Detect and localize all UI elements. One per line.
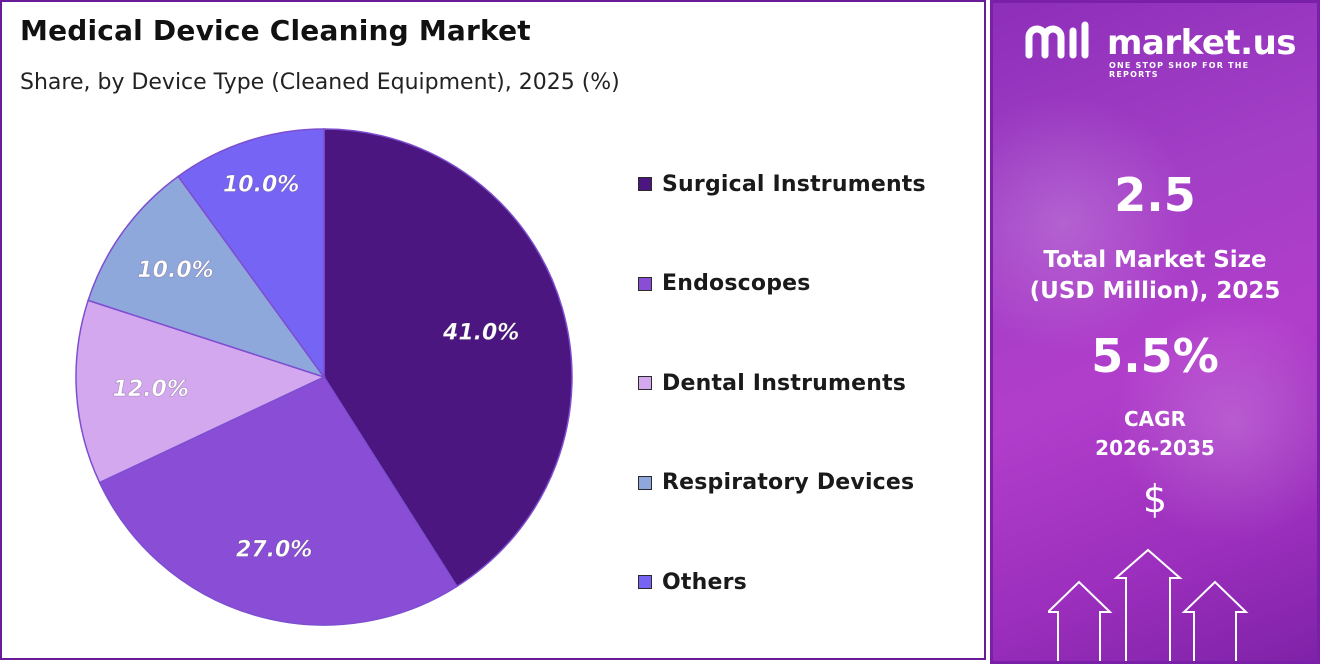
pie-chart: 41.0% 27.0% 12.0% 10.0% 10.0% bbox=[75, 128, 573, 626]
market-size-label: Total Market Size (USD Million), 2025 bbox=[993, 245, 1317, 307]
pie-slice-dental-instruments bbox=[75, 299, 327, 484]
market-size-value: 2.5 bbox=[1114, 168, 1196, 222]
legend: Surgical Instruments Endoscopes Dental I… bbox=[638, 168, 926, 666]
legend-item-others: Others bbox=[638, 566, 926, 598]
chart-title: Medical Device Cleaning Market bbox=[20, 14, 531, 47]
logo-tagline: ONE STOP SHOP FOR THE REPORTS bbox=[1109, 61, 1250, 79]
legend-label: Others bbox=[662, 569, 747, 595]
market-size-label-line2: (USD Million), 2025 bbox=[1029, 278, 1281, 304]
legend-label: Dental Instruments bbox=[662, 370, 907, 396]
pie-data-label: 10.0% bbox=[137, 258, 213, 283]
legend-item-respiratory-devices: Respiratory Devices bbox=[638, 467, 926, 499]
pie-slice-endoscopes bbox=[98, 376, 458, 626]
background-glow bbox=[1113, 303, 1317, 543]
dollar-icon: $ bbox=[1142, 477, 1168, 521]
legend-label: Respiratory Devices bbox=[662, 470, 915, 495]
legend-item-endoscopes: Endoscopes bbox=[638, 268, 926, 300]
pie-data-label: 10.0% bbox=[223, 173, 299, 198]
chart-panel: Medical Device Cleaning Market Share, by… bbox=[0, 0, 986, 660]
legend-label: Endoscopes bbox=[662, 271, 811, 296]
cagr-label-line2: 2026-2035 bbox=[1095, 436, 1215, 460]
legend-swatch bbox=[638, 475, 652, 490]
pie-slice-surgical-instruments bbox=[323, 128, 573, 588]
cagr-value: 5.5% bbox=[1091, 329, 1219, 383]
legend-swatch bbox=[638, 276, 652, 291]
cagr-label-line1: CAGR bbox=[1124, 407, 1186, 431]
growth-arrows-icon bbox=[1048, 548, 1249, 661]
pie-data-label: 27.0% bbox=[236, 537, 312, 562]
summary-side-panel: market.us ONE STOP SHOP FOR THE REPORTS … bbox=[990, 0, 1320, 664]
legend-item-dental-instruments: Dental Instruments bbox=[638, 367, 926, 399]
pie-data-label: 12.0% bbox=[113, 377, 189, 402]
chart-subtitle: Share, by Device Type (Cleaned Equipment… bbox=[20, 70, 620, 95]
pie-slice-others bbox=[177, 128, 325, 380]
legend-swatch bbox=[638, 376, 652, 390]
market-us-logo-icon bbox=[1025, 21, 1089, 59]
market-us-logo[interactable]: market.us ONE STOP SHOP FOR THE REPORTS bbox=[1023, 17, 1303, 79]
pie-data-label: 41.0% bbox=[442, 320, 519, 345]
legend-swatch bbox=[638, 177, 652, 191]
legend-item-surgical-instruments: Surgical Instruments bbox=[638, 168, 926, 200]
cagr-label: CAGR 2026-2035 bbox=[993, 405, 1317, 463]
background-glow bbox=[993, 93, 1193, 353]
logo-text: market.us bbox=[1107, 23, 1297, 63]
legend-label: Surgical Instruments bbox=[662, 171, 926, 197]
pie-slice-respiratory-devices bbox=[87, 175, 326, 379]
market-size-label-line1: Total Market Size bbox=[1043, 247, 1267, 273]
legend-swatch bbox=[638, 575, 652, 589]
